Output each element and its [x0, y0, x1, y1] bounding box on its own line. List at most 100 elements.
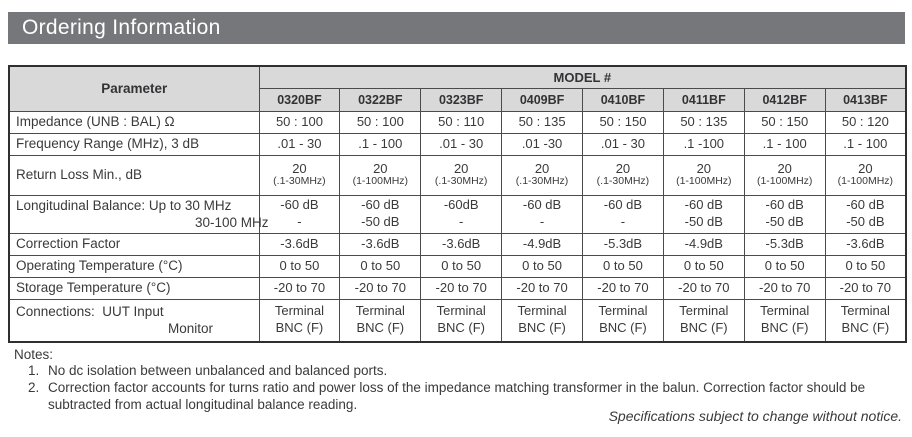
- cell-value: (1-100MHz): [676, 175, 732, 188]
- cell-op-temp-0411BF: 0 to 50: [662, 254, 745, 278]
- cell-storage-temp-0323BF: -20 to 70: [420, 276, 503, 300]
- cell-value: (.1-30MHz): [515, 175, 569, 188]
- section-title-bar: Ordering Information: [8, 12, 905, 44]
- cell-value: BNC (F): [679, 320, 728, 336]
- cell-frequency-0413BF: .1 - 100: [824, 132, 907, 156]
- cell-value: .1 - 100: [762, 135, 807, 151]
- cell-connections-0320BF: Terminal BNC (F): [258, 298, 341, 343]
- cell-return-loss-0320BF: 20 (.1-30MHz): [258, 154, 341, 196]
- cell-value: 50 : 135: [518, 113, 566, 129]
- page-title: Ordering Information: [22, 16, 221, 39]
- cell-frequency-0323BF: .01 - 30: [420, 132, 503, 156]
- cell-value: -5.3dB: [603, 235, 643, 251]
- cell-value: 0 to 50: [764, 257, 805, 273]
- cell-value: Terminal: [760, 303, 810, 319]
- model-header-row: 0320BF 0322BF 0323BF 0409BF 0410BF 0411BF 0412…: [9, 87, 907, 112]
- note-item: 2. Correction factor accounts for turns r…: [28, 380, 898, 413]
- cell-value: 0 to 50: [360, 257, 401, 273]
- cell-storage-temp-0412BF: -20 to 70: [743, 276, 826, 300]
- model-column-header: 0320BF: [258, 87, 341, 112]
- cell-value: -20 to 70: [273, 279, 326, 295]
- row-label-text: Correction Factor: [16, 236, 121, 252]
- note-number: 2.: [28, 380, 40, 396]
- row-label-text: Storage Temperature (°C): [16, 280, 171, 296]
- cell-value: -3.6dB: [846, 235, 885, 251]
- cell-impedance-0412BF: 50 : 150: [743, 110, 826, 134]
- cell-balance-0413BF: -60 dB -50 dB: [824, 194, 907, 234]
- model-column-header: 0409BF: [501, 87, 583, 112]
- cell-return-loss-0413BF: 20 (1-100MHz): [824, 154, 907, 196]
- cell-balance-0320BF: -60 dB -: [258, 194, 341, 234]
- cell-op-temp-0322BF: 0 to 50: [339, 254, 422, 278]
- cell-correction-0412BF: -5.3dB: [743, 232, 826, 256]
- cell-value: -60 dB: [603, 197, 643, 213]
- cell-value: (1-100MHz): [837, 175, 894, 188]
- model-column-header: 0411BF: [662, 87, 745, 112]
- cell-balance-0412BF: -60 dB -50 dB: [743, 194, 826, 234]
- cell-value: BNC (F): [275, 320, 324, 336]
- cell-return-loss-0323BF: 20 (.1-30MHz): [420, 154, 503, 196]
- cell-value: (1-100MHz): [756, 175, 813, 188]
- row-label-text: Longitudinal Balance: Up to 30 MHz: [16, 197, 232, 213]
- row-label-op-temp: Operating Temperature (°C): [8, 254, 260, 278]
- cell-storage-temp-0322BF: -20 to 70: [339, 276, 422, 300]
- cell-correction-0413BF: -3.6dB: [824, 232, 907, 256]
- table-header: Parameter MODEL # 0320BF 0322BF 0323BF 0409…: [8, 65, 907, 112]
- cell-value: -3.6dB: [442, 235, 481, 251]
- cell-value: -60 dB: [765, 197, 804, 213]
- row-label-balance: Longitudinal Balance: Up to 30 MHz 30-100…: [8, 194, 269, 234]
- cell-value: -60 dB: [522, 197, 562, 213]
- cell-value: -20 to 70: [839, 279, 891, 295]
- cell-value: .1 -100: [683, 135, 725, 151]
- cell-value: (.1-30MHz): [273, 175, 326, 188]
- cell-correction-0410BF: -5.3dB: [582, 232, 664, 256]
- specifications-disclaimer: Specifications subject to change without…: [608, 408, 902, 424]
- cell-value: 0 to 50: [441, 257, 482, 273]
- cell-value: 0 to 50: [603, 257, 643, 273]
- cell-value: -50 dB: [361, 214, 400, 230]
- cell-value: 20: [615, 161, 631, 177]
- cell-value: .1 - 100: [358, 135, 403, 151]
- cell-value: BNC (F): [841, 320, 890, 336]
- cell-frequency-0322BF: .1 - 100: [339, 132, 422, 156]
- cell-value: 50 : 150: [761, 113, 809, 129]
- cell-value: Terminal: [436, 303, 486, 319]
- cell-value: -60dB: [443, 197, 479, 213]
- cell-value: 50 : 150: [599, 113, 647, 129]
- cell-connections-0411BF: Terminal BNC (F): [662, 298, 745, 343]
- cell-value: Terminal: [598, 303, 648, 319]
- cell-value: 50 : 110: [438, 113, 485, 129]
- cell-value: 20: [453, 161, 469, 177]
- cell-connections-0409BF: Terminal BNC (F): [501, 298, 583, 343]
- cell-value: (.1-30MHz): [596, 175, 650, 188]
- spec-table-body: Impedance (UNB : BAL) Ω 50 : 100 50 : 100 5…: [8, 110, 907, 343]
- cell-storage-temp-0409BF: -20 to 70: [501, 276, 583, 300]
- cell-value: -: [459, 214, 464, 230]
- cell-value: -50 dB: [765, 214, 804, 230]
- model-column-header: 0410BF: [582, 87, 664, 112]
- cell-impedance-0320BF: 50 : 100: [258, 110, 341, 134]
- cell-impedance-0322BF: 50 : 100: [339, 110, 422, 134]
- cell-storage-temp-0411BF: -20 to 70: [662, 276, 745, 300]
- cell-frequency-0412BF: .1 - 100: [743, 132, 826, 156]
- notes-list: 1. No dc isolation between unbalanced and…: [14, 363, 898, 413]
- row-label-text: Connections: UUT Input: [16, 303, 164, 319]
- cell-connections-0322BF: Terminal BNC (F): [339, 298, 422, 343]
- row-label-text: Impedance (UNB : BAL) Ω: [16, 114, 175, 130]
- row-label-correction: Correction Factor: [8, 232, 260, 256]
- cell-value: Terminal: [355, 303, 405, 319]
- cell-value: -60 dB: [361, 197, 400, 213]
- row-label-text: 30-100 MHz: [195, 215, 269, 231]
- cell-balance-0409BF: -60 dB -: [501, 194, 583, 234]
- cell-impedance-0410BF: 50 : 150: [582, 110, 664, 134]
- cell-value: BNC (F): [518, 320, 566, 336]
- cell-value: -60 dB: [684, 197, 723, 213]
- model-group-row: Parameter MODEL #: [8, 65, 907, 112]
- cell-value: 0 to 50: [683, 257, 724, 273]
- cell-value: -: [620, 214, 626, 230]
- row-label-storage-temp: Storage Temperature (°C): [8, 276, 260, 300]
- cell-balance-0411BF: -60 dB -50 dB: [662, 194, 745, 234]
- cell-op-temp-0409BF: 0 to 50: [501, 254, 583, 278]
- cell-value: -20 to 70: [678, 279, 730, 295]
- cell-value: -20 to 70: [759, 279, 811, 295]
